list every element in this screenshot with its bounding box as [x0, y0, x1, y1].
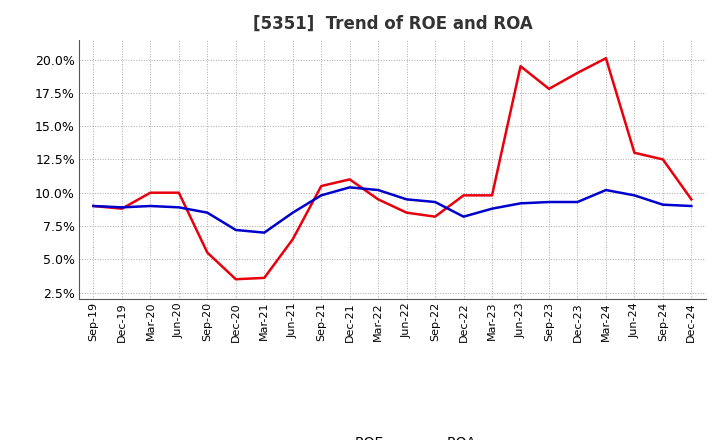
ROE [573, 70, 582, 76]
ROE [89, 203, 98, 209]
ROE [203, 250, 212, 255]
ROE [146, 190, 155, 195]
Line: ROA: ROA [94, 187, 691, 233]
ROA [630, 193, 639, 198]
ROA [459, 214, 468, 219]
ROA [117, 205, 126, 210]
ROA [346, 185, 354, 190]
ROE [260, 275, 269, 281]
ROA [687, 203, 696, 209]
ROE [431, 214, 439, 219]
ROE [174, 190, 183, 195]
Title: [5351]  Trend of ROE and ROA: [5351] Trend of ROE and ROA [253, 15, 532, 33]
ROA [402, 197, 411, 202]
ROE [602, 55, 611, 61]
ROE [459, 193, 468, 198]
ROA [573, 199, 582, 205]
ROE [402, 210, 411, 215]
ROE [374, 197, 382, 202]
ROE [317, 183, 325, 189]
ROE [117, 206, 126, 211]
ROA [659, 202, 667, 207]
ROA [516, 201, 525, 206]
ROA [431, 199, 439, 205]
ROA [545, 199, 554, 205]
ROA [317, 193, 325, 198]
ROA [89, 203, 98, 209]
ROE [232, 277, 240, 282]
ROE [516, 64, 525, 69]
ROA [260, 230, 269, 235]
ROE [545, 86, 554, 92]
ROA [289, 210, 297, 215]
ROE [346, 177, 354, 182]
ROA [232, 227, 240, 233]
ROE [630, 150, 639, 155]
ROA [602, 187, 611, 193]
ROA [374, 187, 382, 193]
Legend: ROE, ROA: ROE, ROA [303, 431, 482, 440]
ROE [659, 157, 667, 162]
Line: ROE: ROE [94, 58, 691, 279]
ROA [203, 210, 212, 215]
ROA [146, 203, 155, 209]
ROE [487, 193, 496, 198]
ROE [687, 197, 696, 202]
ROE [289, 237, 297, 242]
ROA [174, 205, 183, 210]
ROA [487, 206, 496, 211]
